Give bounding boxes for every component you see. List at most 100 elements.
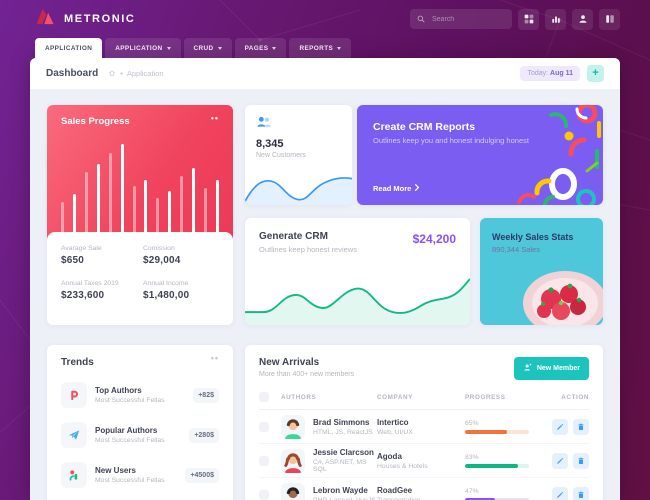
- breadcrumb[interactable]: • Application: [108, 69, 164, 79]
- row-checkbox[interactable]: [259, 489, 269, 500]
- stat-value: $29,004: [143, 255, 181, 266]
- date-chip-prefix: Today:: [527, 70, 549, 77]
- company-cell: Agoda Houses & Hotels: [377, 452, 465, 470]
- edit-button[interactable]: [552, 486, 568, 500]
- grid-button[interactable]: [518, 8, 539, 30]
- sales-bar: [132, 185, 136, 239]
- subheader-right: Today: Aug 11 +: [520, 65, 604, 82]
- home-icon: [108, 69, 116, 79]
- header-right: [410, 8, 620, 30]
- layout-button[interactable]: [599, 8, 620, 30]
- date-chip[interactable]: Today: Aug 11: [520, 66, 580, 81]
- sales-progress-card: Sales Progress •• Avarage Sale $650 Comis…: [47, 105, 233, 325]
- layout-icon: [605, 14, 615, 24]
- delete-button[interactable]: [573, 418, 589, 435]
- sales-bar: [96, 163, 100, 239]
- edit-button[interactable]: [552, 418, 568, 435]
- search-input[interactable]: [430, 14, 505, 24]
- select-all-checkbox[interactable]: [259, 392, 269, 402]
- user-button[interactable]: [572, 8, 593, 30]
- top-bar: METRONIC: [0, 0, 650, 38]
- sales-bar: [204, 188, 208, 239]
- logo[interactable]: METRONIC: [35, 8, 135, 30]
- more-menu-icon[interactable]: ••: [210, 113, 219, 123]
- card-subtitle: Outlines keep honest reviews: [259, 245, 357, 254]
- company-name: Agoda: [377, 451, 402, 461]
- company-industry: Houses & Hotels: [377, 462, 428, 470]
- search-icon: [417, 10, 425, 28]
- column-action: ACTION: [561, 393, 589, 401]
- read-more-label: Read More: [373, 184, 412, 193]
- list-item[interactable]: New Users Most Successful Fellas +4500$: [61, 462, 219, 488]
- new-member-button[interactable]: New Member: [513, 357, 589, 380]
- card-subtitle: More than 400+ new members: [259, 371, 355, 378]
- tab-reports-4[interactable]: REPORTS: [289, 38, 352, 58]
- tab-application-1[interactable]: APPLICATION: [105, 38, 181, 58]
- trend-title: New Users: [95, 465, 136, 475]
- tab-pages-3[interactable]: PAGES: [234, 38, 287, 58]
- users-icon: [256, 115, 272, 132]
- table-row: Brad Simmons HTML, JS, ReactJS Intertico…: [259, 410, 589, 444]
- tab-label: CRUD: [193, 44, 214, 52]
- row-checkbox[interactable]: [259, 421, 269, 432]
- author-skills: HTML, JS, ReactJS: [313, 428, 373, 436]
- chevron-right-icon: [414, 184, 420, 193]
- progress-bar: [465, 463, 529, 468]
- new-arrivals-card: New Arrivals More than 400+ new members …: [245, 345, 603, 500]
- avatar: [281, 414, 305, 439]
- author-name[interactable]: Brad Simmons: [313, 417, 370, 427]
- sales-bar: [108, 153, 112, 239]
- new-member-label: New Member: [536, 365, 580, 372]
- table-body: Brad Simmons HTML, JS, ReactJS Intertico…: [259, 410, 589, 500]
- avatar: [281, 482, 305, 500]
- tab-crud-2[interactable]: CRUD: [183, 38, 232, 58]
- author-name[interactable]: Jessie Clarcson: [313, 448, 374, 457]
- list-item[interactable]: Top Authors Most Successful Fellas +82$: [61, 382, 219, 408]
- sales-bar: [120, 144, 124, 239]
- author-name[interactable]: Lebron Wayde: [313, 485, 368, 495]
- trash-icon: [577, 457, 585, 465]
- stat-label: Annual Taxes 2019: [61, 280, 119, 287]
- delete-button[interactable]: [573, 486, 589, 500]
- breadcrumb-separator: •: [120, 69, 123, 78]
- progress-cell: 65%: [465, 420, 545, 434]
- customers-count: 8,345: [256, 138, 284, 150]
- tab-label: APPLICATION: [45, 44, 93, 52]
- card-subtitle: Outlines keep you and honest indulging h…: [373, 136, 529, 145]
- table-header: AUTHORS COMPANY PROGRESS ACTION: [259, 392, 589, 410]
- customers-label: New Customers: [256, 152, 306, 159]
- grid-icon: [524, 14, 534, 24]
- customers-sparkline: [245, 177, 352, 205]
- dashboard-body: Sales Progress •• Avarage Sale $650 Comis…: [30, 90, 620, 500]
- card-title: Create CRM Reports: [373, 121, 476, 133]
- progress-cell: 83%: [465, 454, 545, 468]
- add-button[interactable]: +: [587, 65, 604, 82]
- column-progress: PROGRESS: [465, 393, 506, 401]
- company-industry: Web, UI/UX: [377, 428, 413, 436]
- list-item[interactable]: Popular Authors Most Successful Fellas +…: [61, 422, 219, 448]
- table-row: Lebron Wayde PHP, Laravel, VueJS RoadGee…: [259, 478, 589, 500]
- bar-chart-button[interactable]: [545, 8, 566, 30]
- search-box[interactable]: [410, 9, 512, 29]
- user-plus-icon: [523, 363, 532, 374]
- generate-crm-card: Generate CRM Outlines keep honest review…: [245, 218, 470, 325]
- row-checkbox[interactable]: [259, 455, 269, 466]
- content-panel: Dashboard • Application Today: Aug 11 + …: [30, 58, 620, 500]
- tab-application-0[interactable]: APPLICATION: [35, 38, 103, 58]
- more-menu-icon[interactable]: ••: [210, 353, 219, 363]
- read-more-link[interactable]: Read More: [373, 184, 420, 193]
- company-name: RoadGee: [377, 485, 413, 495]
- sales-bar: [61, 202, 64, 239]
- trend-title: Top Authors: [95, 385, 142, 395]
- tab-label: REPORTS: [299, 44, 334, 52]
- breadcrumb-item[interactable]: Application: [126, 69, 164, 78]
- tab-label: APPLICATION: [115, 44, 163, 52]
- edit-button[interactable]: [552, 452, 568, 469]
- generate-crm-sparkline: [245, 278, 470, 325]
- progress-bar: [465, 429, 529, 434]
- sales-bar: [72, 194, 76, 239]
- delete-button[interactable]: [573, 452, 589, 469]
- company-cell: Intertico Web, UI/UX: [377, 418, 465, 436]
- sales-stat: Comission $29,004: [143, 245, 219, 266]
